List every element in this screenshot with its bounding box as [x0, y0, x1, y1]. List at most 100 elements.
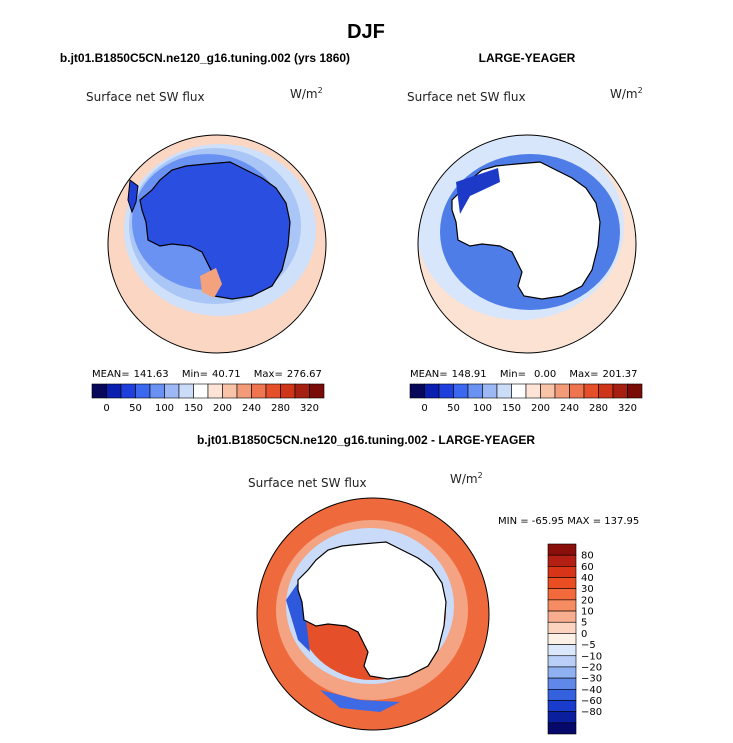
- panel-title: LARGE-YEAGER: [479, 51, 576, 65]
- weddell-patch: [200, 268, 222, 298]
- colorbar-swatch: [482, 383, 498, 399]
- colorbar-tick-label: 150: [502, 403, 521, 414]
- colorbar-swatch: [583, 383, 599, 399]
- colorbar-tick-label: −20: [581, 662, 602, 673]
- colorbar-swatch: [547, 621, 577, 634]
- colorbar-tick-label: 280: [589, 403, 608, 414]
- colorbar-swatch: [547, 688, 577, 701]
- panel-difference: b.jt01.B1850C5CN.ne120_g16.tuning.002 - …: [197, 433, 639, 735]
- colorbar-swatch: [207, 383, 223, 399]
- colorbar-swatch: [547, 554, 577, 567]
- minmax-label: MIN = -65.95 MAX = 137.95: [498, 516, 639, 527]
- stats-line: MEAN= 148.91 Min= 0.00 Max= 201.37: [410, 369, 637, 380]
- colorbar-swatch: [309, 383, 325, 399]
- colorbar-swatch: [294, 383, 310, 399]
- colorbar-swatch: [547, 655, 577, 668]
- colorbar-tick-label: −10: [581, 651, 602, 662]
- colorbar-swatch: [547, 599, 577, 612]
- peninsula-patch: [127, 179, 139, 214]
- colorbar-tick-label: 200: [531, 403, 550, 414]
- colorbar-tick-label: 240: [242, 403, 261, 414]
- colorbar-swatch: [149, 383, 165, 399]
- field-label: Surface net SW flux: [407, 90, 526, 104]
- polar-map: [418, 135, 636, 353]
- colorbar-tick-label: 240: [560, 403, 579, 414]
- colorbar-tick-label: 30: [581, 584, 594, 595]
- colorbar-swatch: [547, 722, 577, 735]
- colorbar-tick-label: 80: [581, 551, 594, 562]
- colorbar-swatch: [547, 677, 577, 690]
- colorbar-swatch: [547, 700, 577, 712]
- colorbar-swatch: [106, 383, 122, 399]
- colorbar-swatch: [135, 383, 151, 399]
- colorbar-swatch: [222, 383, 238, 399]
- units-label: W/m2: [290, 86, 323, 101]
- colorbar: 0 50 100 150 200 240 280 320: [409, 383, 643, 414]
- colorbar-swatch: [612, 383, 628, 399]
- colorbar-swatch: [120, 383, 136, 399]
- colorbar: 0 50 100 150 200 240 280 320: [91, 383, 325, 414]
- colorbar-swatch: [525, 383, 541, 399]
- colorbar-swatch: [554, 383, 570, 399]
- negative-anomaly-west: [286, 580, 310, 652]
- colorbar-swatch: [547, 566, 577, 578]
- colorbar-tick-label: −30: [581, 674, 602, 685]
- colorbar-swatch: [251, 383, 267, 399]
- units-label: W/m2: [610, 86, 643, 101]
- colorbar-swatch: [178, 383, 194, 399]
- colorbar-tick-label: 60: [581, 562, 594, 573]
- figure-title: DJF: [347, 21, 385, 43]
- colorbar-tick-label: −40: [581, 685, 602, 696]
- colorbar-tick-label: 40: [581, 573, 594, 584]
- colorbar-swatch: [424, 383, 440, 399]
- colorbar-swatch: [547, 610, 577, 623]
- colorbar-swatch: [467, 383, 483, 399]
- colorbar-tick-label: 0: [581, 629, 587, 640]
- panel-reference: LARGE-YEAGER Surface net SW flux W/m2 ME…: [407, 51, 643, 414]
- colorbar-swatch: [547, 644, 577, 657]
- colorbar-tick-label: 50: [447, 403, 460, 414]
- polar-map: [257, 498, 489, 730]
- stats-line: MEAN= 141.63 Min= 40.71 Max= 276.67: [92, 369, 322, 380]
- units-label: W/m2: [450, 471, 483, 486]
- panel-model: b.jt01.B1850C5CN.ne120_g16.tuning.002 (y…: [60, 51, 350, 414]
- colorbar-swatch: [164, 383, 180, 399]
- field-label: Surface net SW flux: [86, 90, 205, 104]
- colorbar-tick-label: 10: [581, 607, 594, 618]
- colorbar-swatch: [547, 588, 577, 601]
- colorbar-swatch: [511, 383, 527, 399]
- map-boundary: [107, 134, 327, 354]
- colorbar-swatch: [496, 383, 512, 399]
- colorbar-tick-label: 0: [103, 403, 109, 414]
- colorbar-tick-label: 100: [473, 403, 492, 414]
- colorbar-tick-label: 0: [421, 403, 427, 414]
- colorbar-swatch: [265, 383, 281, 399]
- colorbar-tick-label: 100: [155, 403, 174, 414]
- colorbar-tick-label: 200: [213, 403, 232, 414]
- colorbar-swatch: [547, 577, 577, 590]
- ice-shelf-band: [456, 168, 500, 214]
- colorbar-swatch: [453, 383, 469, 399]
- colorbar-swatch: [540, 383, 556, 399]
- field-label: Surface net SW flux: [248, 476, 367, 490]
- colorbar-swatch: [547, 543, 577, 556]
- colorbar-swatch: [598, 383, 614, 399]
- map-boundary: [256, 497, 490, 731]
- colorbar-tick-label: 280: [271, 403, 290, 414]
- colorbar-tick-label: 50: [129, 403, 142, 414]
- colorbar-swatch: [280, 383, 296, 399]
- colorbar-tick-label: 150: [184, 403, 203, 414]
- colorbar-swatch: [409, 383, 425, 399]
- colorbar-swatch: [193, 383, 209, 399]
- colorbar-tick-label: 320: [300, 403, 319, 414]
- colorbar-tick-label: 5: [581, 618, 587, 629]
- panel-title: b.jt01.B1850C5CN.ne120_g16.tuning.002 - …: [197, 433, 535, 447]
- colorbar-tick-label: −60: [581, 696, 602, 707]
- negative-anomaly-south: [320, 690, 400, 712]
- colorbar-swatch: [547, 633, 577, 645]
- colorbar-swatch: [547, 711, 577, 724]
- colorbar-swatch: [627, 383, 643, 399]
- colorbar-swatch: [438, 383, 454, 399]
